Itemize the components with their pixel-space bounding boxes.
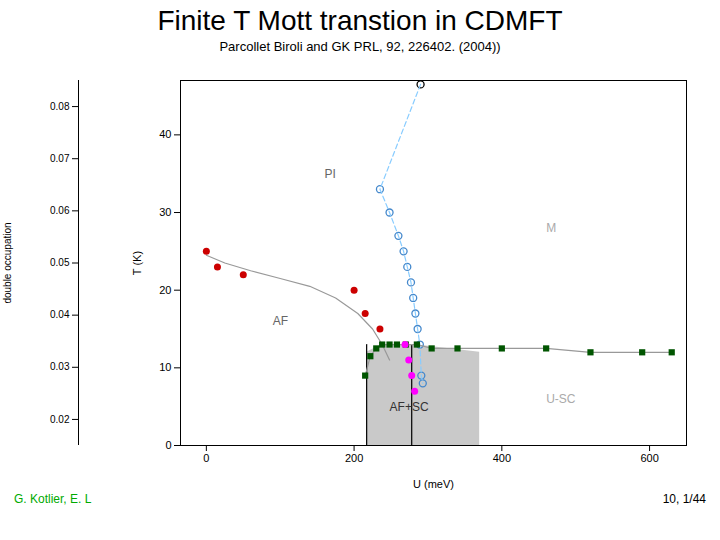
svg-text:20: 20: [159, 284, 171, 296]
svg-text:10: 10: [159, 361, 171, 373]
svg-text:AF: AF: [273, 314, 288, 328]
svg-text:0.04: 0.04: [50, 309, 70, 320]
svg-text:double occupation: double occupation: [2, 222, 13, 303]
svg-text:200: 200: [345, 452, 363, 464]
svg-text:T (K): T (K): [131, 251, 143, 275]
svg-text:0: 0: [165, 439, 171, 451]
html-text:Parcollet Biroli and GK PRL, 9: Parcollet Biroli and GK PRL, 92, 226402.…: [219, 39, 501, 54]
html-text:G. Kotlier, E. L: G. Kotlier, E. L: [14, 492, 92, 506]
svg-text:0.02: 0.02: [50, 414, 70, 425]
svg-text:PI: PI: [325, 167, 336, 181]
svg-text:600: 600: [640, 452, 658, 464]
svg-text:0.08: 0.08: [50, 101, 70, 112]
svg-text:AF+SC: AF+SC: [390, 400, 429, 414]
svg-text:0: 0: [203, 452, 209, 464]
svg-text:U-SC: U-SC: [546, 392, 576, 406]
html-text:Finite T Mott transtion in CDM: Finite T Mott transtion in CDMFT: [157, 5, 563, 36]
svg-text:0.03: 0.03: [50, 361, 70, 372]
svg-text:U (meV): U (meV): [413, 478, 454, 490]
svg-text:M: M: [546, 221, 556, 235]
html-text:10, 1/44: 10, 1/44: [662, 492, 706, 506]
svg-text:30: 30: [159, 206, 171, 218]
svg-text:0.06: 0.06: [50, 205, 70, 216]
svg-text:0.05: 0.05: [50, 257, 70, 268]
svg-text:400: 400: [493, 452, 511, 464]
svg-text:40: 40: [159, 128, 171, 140]
svg-text:0.07: 0.07: [50, 153, 70, 164]
